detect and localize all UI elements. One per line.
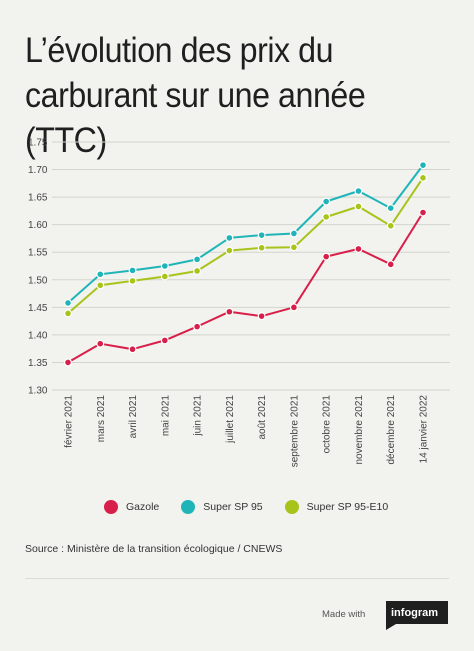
infogram-logo-text: infogram	[391, 607, 439, 619]
legend-label: Super SP 95	[203, 501, 263, 513]
series-points	[63, 161, 428, 367]
data-point-sp95[interactable]	[257, 231, 266, 240]
x-tick-label: octobre 2021	[322, 395, 333, 454]
x-tick-label: août 2021	[257, 395, 268, 440]
y-tick-label: 1.40	[28, 330, 48, 341]
data-point-gazole[interactable]	[257, 312, 266, 321]
data-point-sp95[interactable]	[128, 266, 137, 275]
x-tick-label: juin 2021	[193, 395, 204, 437]
x-tick-label: 14 janvier 2022	[419, 395, 430, 464]
data-point-e10[interactable]	[386, 221, 395, 230]
x-tick-label: septembre 2021	[289, 395, 300, 468]
y-tick-label: 1.50	[28, 275, 48, 286]
legend: Gazole Super SP 95 Super SP 95-E10	[104, 499, 410, 515]
data-point-gazole[interactable]	[128, 345, 137, 354]
data-point-sp95[interactable]	[289, 229, 298, 238]
data-point-e10[interactable]	[96, 281, 105, 290]
legend-item-e10[interactable]: Super SP 95-E10	[284, 500, 389, 514]
y-tick-label: 1.55	[28, 248, 48, 259]
data-point-gazole[interactable]	[63, 358, 72, 367]
y-tick-label: 1.70	[28, 165, 48, 176]
line-chart: 1.75 1.70 1.65 1.60 1.55 1.50 1.45 1.40 1.35 1.30…	[28, 138, 450, 468]
legend-item-sp95[interactable]: Super SP 95	[181, 500, 263, 514]
gridlines	[52, 141, 450, 391]
legend-marker-sp95	[181, 500, 196, 514]
data-point-e10[interactable]	[257, 243, 266, 252]
data-point-e10[interactable]	[289, 243, 298, 252]
x-tick-label: novembre 2021	[354, 395, 365, 465]
data-point-sp95[interactable]	[419, 161, 428, 170]
x-tick-label: mars 2021	[96, 395, 107, 443]
data-point-sp95[interactable]	[354, 187, 363, 196]
data-point-gazole[interactable]	[289, 303, 298, 312]
y-tick-label: 1.75	[28, 138, 48, 149]
data-point-e10[interactable]	[193, 266, 202, 275]
data-point-e10[interactable]	[354, 202, 363, 211]
y-tick-label: 1.45	[28, 303, 48, 314]
x-tick-label: juillet 2021	[225, 395, 236, 444]
legend-marker-e10	[284, 500, 299, 514]
series-line-gazole	[67, 211, 424, 364]
x-tick-label: avril 2021	[128, 395, 139, 439]
y-axis-ticks: 1.75 1.70 1.65 1.60 1.55 1.50 1.45 1.40 1.35 1.30	[28, 138, 48, 397]
data-point-e10[interactable]	[63, 309, 72, 318]
data-point-sp95[interactable]	[96, 270, 105, 279]
x-axis-ticks: février 2021 mars 2021 avril 2021 mai 2021 j…	[64, 395, 430, 468]
series-lines	[67, 164, 424, 364]
data-point-sp95[interactable]	[160, 262, 169, 271]
y-tick-label: 1.35	[28, 358, 48, 369]
y-tick-label: 1.30	[28, 386, 48, 397]
legend-label: Gazole	[126, 501, 160, 513]
legend-item-gazole[interactable]: Gazole	[104, 500, 159, 514]
footer-divider	[25, 578, 449, 579]
made-with-label: Made with	[322, 609, 366, 620]
series-line-sp95	[67, 164, 424, 304]
data-point-gazole[interactable]	[386, 260, 395, 269]
x-tick-label: décembre 2021	[386, 395, 397, 465]
data-point-e10[interactable]	[160, 272, 169, 281]
data-point-gazole[interactable]	[225, 307, 234, 316]
source-note: Source : Ministère de la transition écol…	[25, 543, 283, 555]
legend-marker-gazole	[104, 500, 118, 514]
data-point-e10[interactable]	[419, 173, 428, 182]
data-point-e10[interactable]	[322, 212, 331, 221]
data-point-e10[interactable]	[128, 276, 137, 285]
x-tick-label: mai 2021	[160, 395, 171, 437]
chart-title: L’évolution des prix du carburant sur un…	[25, 31, 366, 160]
y-tick-label: 1.60	[28, 220, 48, 231]
data-point-sp95[interactable]	[386, 204, 395, 213]
data-point-sp95[interactable]	[322, 197, 331, 206]
series-line-e10	[67, 177, 424, 315]
data-point-gazole[interactable]	[96, 339, 105, 348]
data-point-sp95[interactable]	[225, 233, 234, 242]
legend-label: Super SP 95-E10	[306, 501, 389, 513]
data-point-gazole[interactable]	[160, 336, 169, 345]
y-tick-label: 1.65	[28, 193, 48, 204]
data-point-e10[interactable]	[225, 246, 234, 255]
data-point-gazole[interactable]	[419, 208, 428, 217]
data-point-gazole[interactable]	[322, 252, 331, 261]
infogram-logo-badge[interactable]	[382, 601, 448, 630]
x-tick-label: février 2021	[64, 395, 75, 448]
data-point-sp95[interactable]	[193, 255, 202, 264]
data-point-sp95[interactable]	[63, 298, 72, 307]
data-point-gazole[interactable]	[354, 244, 363, 253]
data-point-gazole[interactable]	[193, 322, 202, 331]
